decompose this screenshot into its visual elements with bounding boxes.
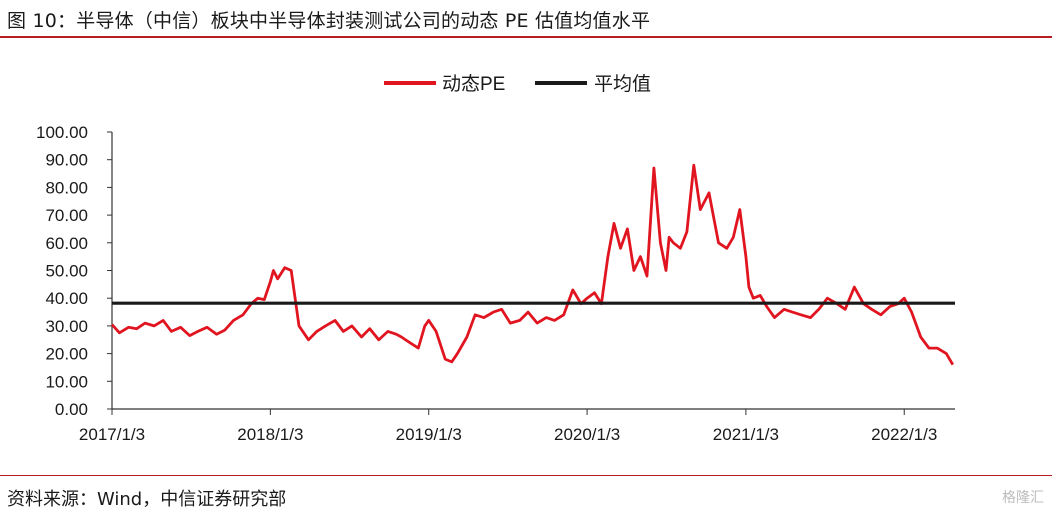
figure-title: 图 10：半导体（中信）板块中半导体封装测试公司的动态 PE 估值均值水平 [7,10,651,32]
x-tick-label: 2018/1/3 [237,425,303,444]
x-tick-label: 2022/1/3 [871,425,937,444]
chart-legend: 动态PE 平均值 [384,73,651,95]
pe-line-chart: 动态PE 平均值 0.00 10.00 20.00 30.00 40.00 50.00 60.… [36,73,955,444]
footer-divider [0,475,1052,476]
x-tick-label: 2019/1/3 [396,425,462,444]
legend-item-mean: 平均值 [535,73,651,95]
watermark-logo: 格隆汇 [1002,490,1044,506]
series-line-pe [110,163,955,366]
x-tick-label: 2020/1/3 [554,425,620,444]
y-axis: 0.00 10.00 20.00 30.00 40.00 50.00 60.00 70.00 8… [36,123,113,419]
y-tick-label: 80.00 [45,178,88,197]
y-tick-label: 0.00 [55,400,88,419]
series-layer [110,163,955,366]
y-tick-label: 50.00 [45,262,88,281]
y-tick-label: 20.00 [45,345,88,364]
y-tick-label: 100.00 [36,123,88,142]
y-tick-label: 40.00 [45,289,88,308]
y-tick-label: 90.00 [45,151,88,170]
source-note: 资料来源：Wind，中信证券研究部 [7,489,287,510]
y-tick-label: 10.00 [45,372,88,391]
x-tick-label: 2017/1/3 [79,425,145,444]
y-tick-label: 30.00 [45,317,88,336]
legend-label: 平均值 [594,73,651,95]
x-axis: 2017/1/3 2018/1/3 2019/1/3 2020/1/3 2021/1/3… [79,408,955,444]
title-divider [0,36,1052,38]
legend-item-pe: 动态PE [384,73,505,95]
y-tick-label: 70.00 [45,206,88,225]
legend-label: 动态PE [442,73,505,95]
y-tick-label: 60.00 [45,234,88,253]
x-tick-label: 2021/1/3 [713,425,779,444]
